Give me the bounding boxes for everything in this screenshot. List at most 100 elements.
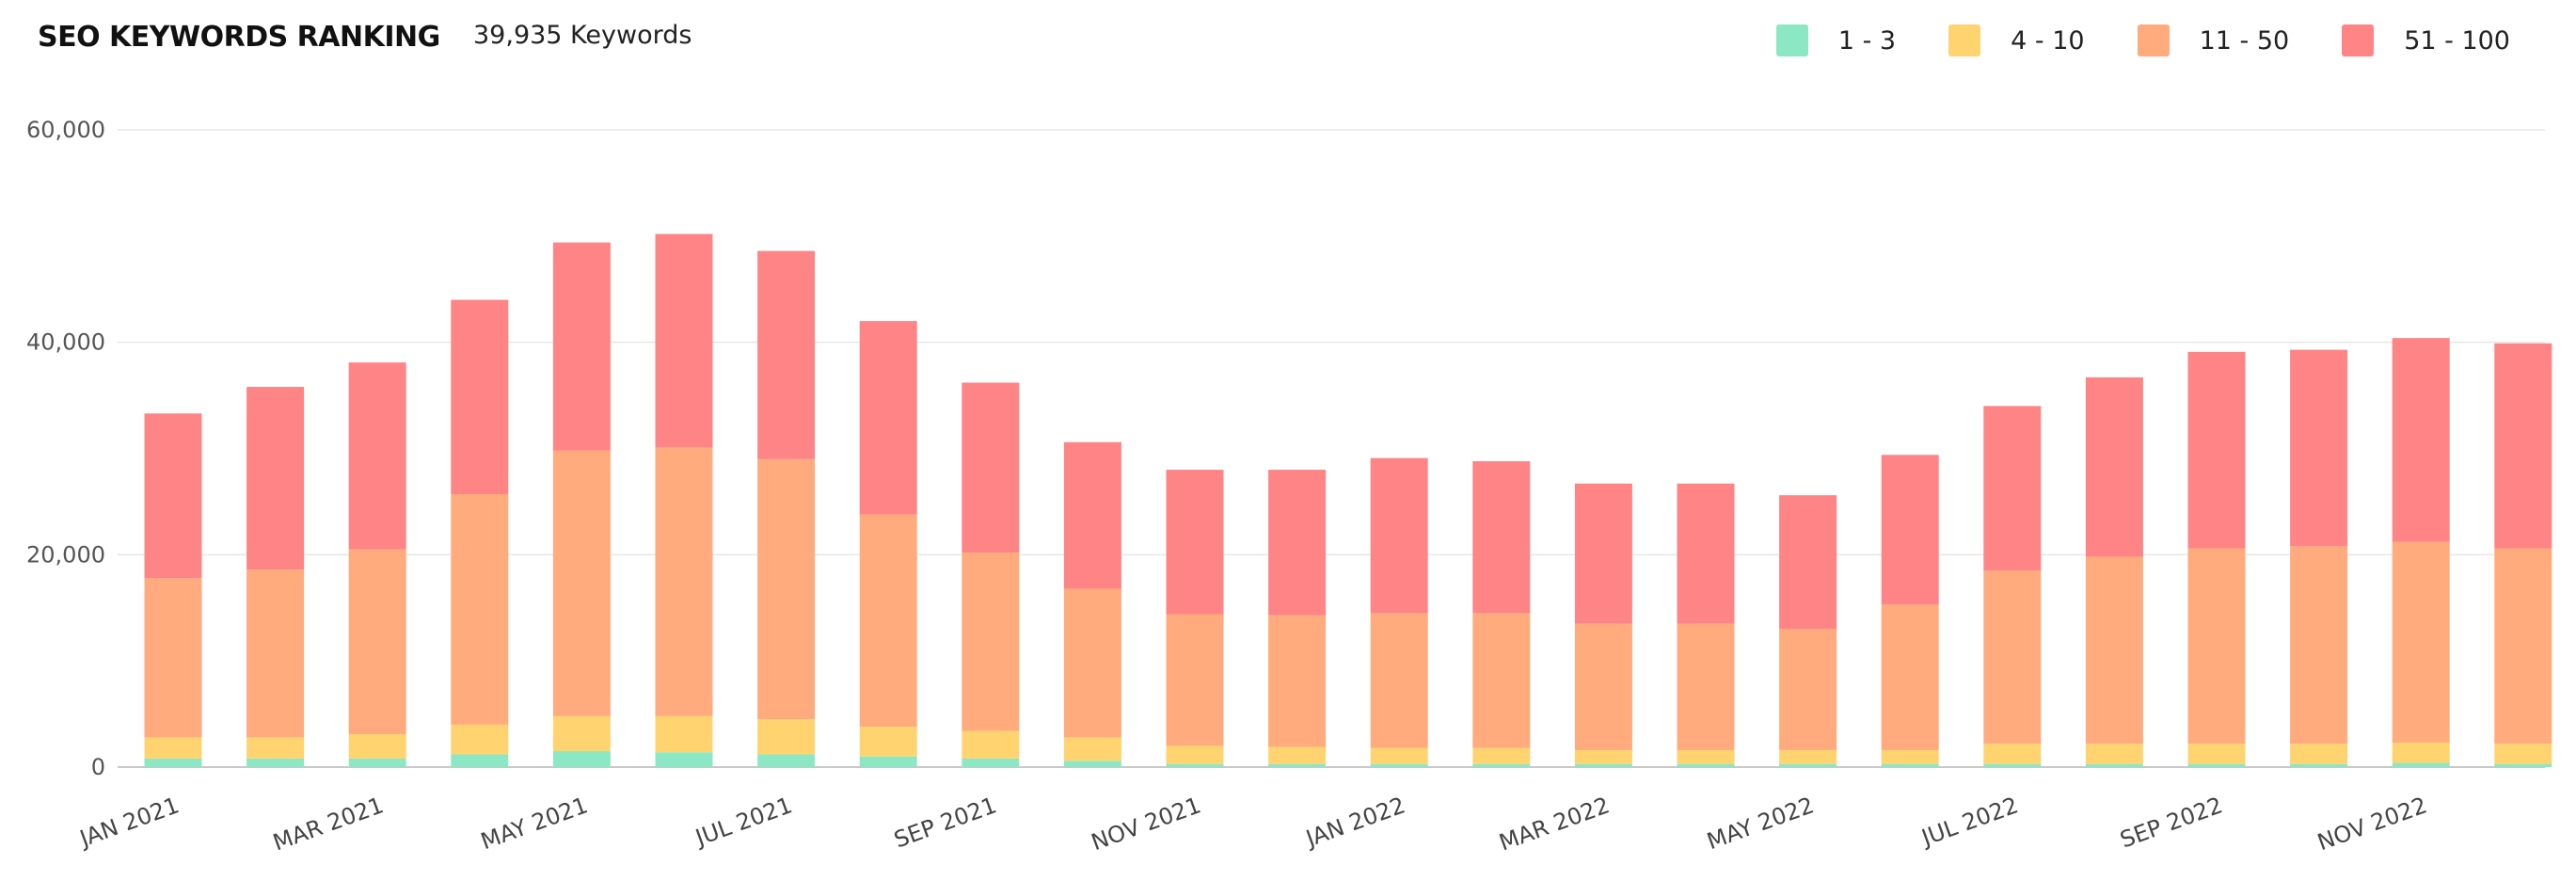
bar-segment [859, 756, 917, 767]
bar-segment [2187, 744, 2246, 764]
bar-segment [962, 730, 1020, 759]
bar-segment [246, 737, 305, 759]
bar-segment [348, 549, 406, 735]
bar-segment [1677, 623, 1735, 750]
bar-segment [1677, 763, 1735, 767]
bar-segment [1574, 483, 1632, 624]
x-tick-label: JUL 2022 [1916, 792, 2022, 852]
legend-item-1-3[interactable]: 1 - 3 [1775, 24, 1897, 56]
legend-item-4-10[interactable]: 4 - 10 [1948, 24, 2085, 56]
bar-segment [1983, 763, 2042, 767]
x-tick-label: NOV 2021 [1088, 792, 1204, 856]
legend-item-11-50[interactable]: 11 - 50 [2137, 24, 2290, 56]
bar-segment [2392, 762, 2450, 767]
bar-segment [1677, 749, 1735, 764]
legend-swatch [1775, 24, 1808, 56]
bar-segment [1983, 744, 2042, 764]
bar-segment [655, 233, 713, 448]
bar-segment [246, 569, 305, 738]
bar-segment [655, 715, 713, 753]
bar-segment [655, 752, 713, 767]
bar-segment [2187, 548, 2246, 745]
bar-segment [144, 758, 202, 767]
bar-segment [2392, 541, 2450, 744]
bar-segment [2085, 376, 2143, 557]
x-tick-label: SEP 2021 [891, 792, 1000, 853]
bar-segment [859, 727, 917, 757]
bar-segment [757, 458, 816, 720]
bar-segment [1268, 470, 1327, 616]
bar-segment [451, 494, 509, 725]
bar-segment [451, 299, 509, 495]
bar-segment [2085, 744, 2143, 764]
bar-segment [1779, 629, 1837, 750]
x-tick-label: MAR 2021 [270, 792, 388, 856]
bar-segment [2392, 338, 2450, 542]
legend-label: 51 - 100 [2404, 25, 2510, 56]
bar-segment [1779, 763, 1837, 767]
bar-segment [144, 578, 202, 738]
bar-segment [2290, 349, 2348, 547]
keyword-count: 39,935 Keywords [473, 21, 692, 50]
bar-segment [1063, 588, 1121, 738]
bar-segment [1881, 749, 1939, 764]
bar-segment [2290, 763, 2348, 767]
legend-label: 11 - 50 [2199, 25, 2290, 56]
x-tick-label: JUL 2021 [691, 792, 796, 852]
bar-segment [655, 447, 713, 716]
bar-segment [1779, 749, 1837, 764]
bar-segment [451, 754, 509, 767]
bar-segment [2290, 546, 2348, 745]
bar-segment [1983, 406, 2042, 571]
legend-label: 1 - 3 [1837, 25, 1897, 56]
bar-segment [962, 758, 1020, 767]
x-tick-label: NOV 2022 [2314, 792, 2430, 856]
bar-segment [1166, 470, 1224, 615]
bar-segment [1063, 761, 1121, 767]
bar-segment [348, 758, 406, 767]
bar-segment [1268, 615, 1327, 747]
bar-segment [1983, 570, 2042, 745]
bar-segment [1268, 763, 1327, 767]
bar-segment [246, 758, 305, 767]
legend-swatch [1948, 24, 1981, 56]
bar-segment [246, 387, 305, 570]
x-tick-label: JAN 2021 [74, 792, 183, 853]
y-tick-label: 0 [91, 754, 105, 780]
legend-swatch [2342, 24, 2375, 56]
bar-segment [1574, 763, 1632, 767]
bar-segment [2494, 548, 2552, 745]
bar-segment [1166, 763, 1224, 767]
bar-segment [144, 413, 202, 579]
bar-segment [2085, 763, 2143, 767]
bar-segment [1370, 457, 1428, 614]
chart-title: SEO KEYWORDS RANKING [38, 21, 440, 54]
legend: 1 - 3 4 - 10 11 - 50 51 - 100 [1724, 24, 2510, 56]
bar-segment [1472, 461, 1531, 614]
bar-segment [552, 450, 611, 716]
bar-segment [348, 734, 406, 759]
bar-segment [757, 250, 816, 459]
y-tick-label: 40,000 [26, 329, 105, 356]
bar-segment [1574, 749, 1632, 764]
bar-segment [1881, 604, 1939, 750]
bar-segment [1881, 763, 1939, 767]
bar-segment [2187, 351, 2246, 549]
bar-segment [1779, 495, 1837, 630]
bar-segment [1677, 483, 1735, 624]
legend-item-51-100[interactable]: 51 - 100 [2342, 24, 2510, 56]
x-tick-label: MAR 2022 [1496, 792, 1614, 856]
bar-segment [2392, 743, 2450, 763]
y-tick-label: 60,000 [26, 117, 105, 143]
bar-segment [1472, 747, 1531, 764]
bar-segment [1370, 747, 1428, 764]
bar-segment [348, 362, 406, 550]
bar-segment [2085, 556, 2143, 745]
x-tick-label: MAY 2021 [477, 792, 591, 855]
bar-segment [859, 321, 917, 515]
x-tick-label: MAY 2022 [1704, 792, 1818, 855]
legend-swatch [2137, 24, 2170, 56]
bar-segment [1063, 737, 1121, 761]
bar-segment [1472, 763, 1531, 767]
bar-segment [1063, 441, 1121, 589]
